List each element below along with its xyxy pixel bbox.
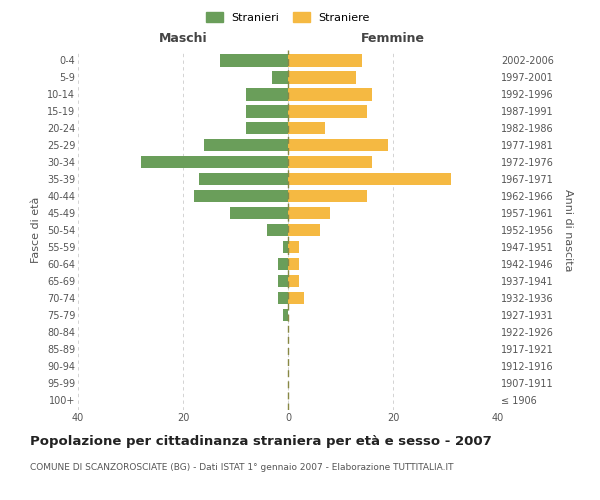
Bar [288,206,330,220]
Bar [288,172,451,186]
Bar [277,292,288,304]
Bar [204,138,288,151]
Bar [288,258,299,270]
Bar [267,224,288,236]
Bar [193,190,288,202]
Text: Femmine: Femmine [361,32,425,45]
Bar [283,308,288,322]
Bar [288,274,299,287]
Bar [288,190,367,202]
Text: Popolazione per cittadinanza straniera per età e sesso - 2007: Popolazione per cittadinanza straniera p… [30,435,492,448]
Y-axis label: Anni di nascita: Anni di nascita [563,188,573,271]
Bar [288,54,361,66]
Text: COMUNE DI SCANZOROSCIATE (BG) - Dati ISTAT 1° gennaio 2007 - Elaborazione TUTTIT: COMUNE DI SCANZOROSCIATE (BG) - Dati IST… [30,462,454,471]
Bar [272,71,288,84]
Bar [141,156,288,168]
Y-axis label: Fasce di età: Fasce di età [31,197,41,263]
Bar [277,274,288,287]
Bar [288,224,320,236]
Bar [288,156,372,168]
Bar [246,122,288,134]
Bar [288,105,367,118]
Bar [220,54,288,66]
Bar [246,105,288,118]
Bar [199,172,288,186]
Bar [246,88,288,101]
Bar [277,258,288,270]
Text: Maschi: Maschi [158,32,208,45]
Bar [288,138,388,151]
Bar [288,240,299,254]
Bar [230,206,288,220]
Bar [283,240,288,254]
Bar [288,122,325,134]
Bar [288,71,356,84]
Bar [288,88,372,101]
Legend: Stranieri, Straniere: Stranieri, Straniere [203,9,373,26]
Bar [288,292,304,304]
